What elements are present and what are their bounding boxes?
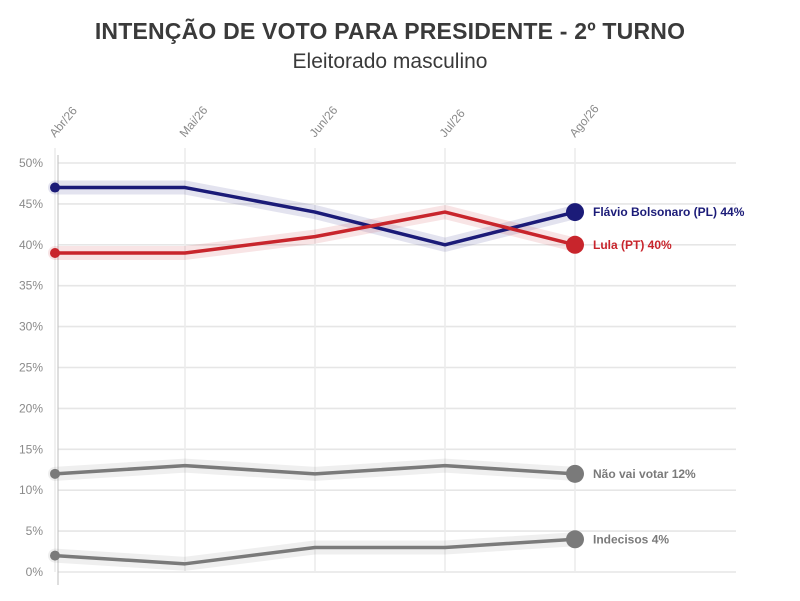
series-end-label: Flávio Bolsonaro (PL) 44% [593, 205, 745, 219]
y-tick-label: 50% [19, 156, 43, 170]
y-tick-label: 45% [19, 197, 43, 211]
y-tick-label: 10% [19, 483, 43, 497]
start-point [50, 182, 60, 193]
series-end-label: Indecisos 4% [593, 532, 669, 546]
y-tick-label: 35% [19, 279, 43, 293]
x-tick-label: Jun/26 [307, 103, 341, 140]
y-tick-label: 40% [19, 238, 43, 252]
series-line [54, 537, 576, 566]
x-tick-label: Mai/26 [177, 103, 211, 140]
series-end-label: Não vai votar 12% [593, 467, 696, 481]
start-point [50, 247, 60, 258]
series-line [54, 463, 576, 476]
series-line [55, 210, 576, 255]
y-tick-label: 30% [19, 320, 43, 334]
x-tick-label: Jul/26 [437, 106, 469, 140]
start-point [50, 550, 60, 561]
series-end-label: Lula (PT) 40% [593, 238, 672, 252]
series-points [50, 182, 584, 561]
y-tick-label: 5% [26, 524, 44, 538]
y-axis: 0% 5% 10% 15% 20% 25% 30% 35% 40% 45% 50% [19, 155, 59, 585]
end-point [566, 203, 584, 222]
start-point [50, 468, 60, 479]
y-tick-label: 0% [26, 565, 44, 579]
x-tick-label: Abr/26 [47, 104, 81, 140]
y-tick-label: 15% [19, 442, 43, 456]
end-point [566, 464, 584, 483]
gridlines [54, 148, 736, 573]
chart-subtitle: Eleitorado masculino [292, 50, 488, 73]
y-tick-label: 20% [19, 401, 43, 415]
end-point [566, 530, 584, 549]
chart-title: INTENÇÃO DE VOTO PARA PRESIDENTE - 2º TU… [94, 18, 686, 44]
end-point [566, 235, 584, 254]
series-line [55, 185, 576, 247]
x-axis: Abr/26 Mai/26 Jun/26 Jul/26 Ago/26 [47, 102, 602, 140]
series-lines [54, 185, 576, 566]
y-tick-label: 25% [19, 361, 43, 375]
x-tick-label: Ago/26 [567, 102, 602, 140]
series-labels: Flávio Bolsonaro (PL) 44% Lula (PT) 40% Nã… [593, 205, 745, 546]
